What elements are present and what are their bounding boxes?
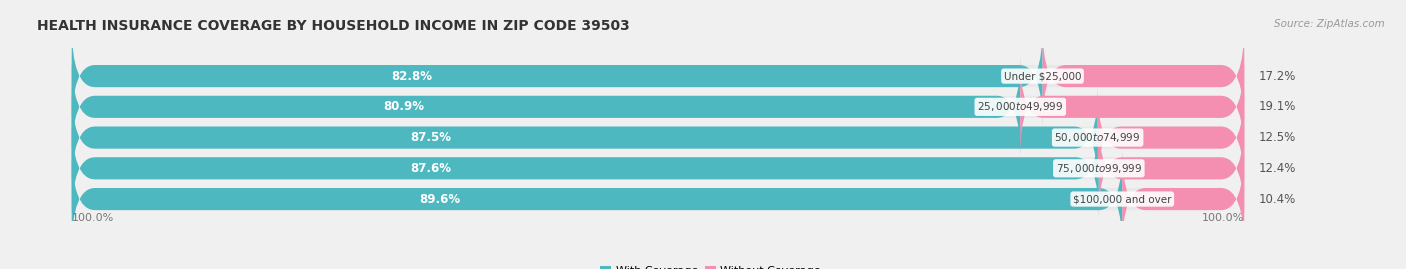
FancyBboxPatch shape: [72, 26, 1244, 126]
FancyBboxPatch shape: [1042, 26, 1244, 126]
FancyBboxPatch shape: [72, 56, 1021, 157]
Text: 100.0%: 100.0%: [72, 213, 114, 223]
Legend: With Coverage, Without Coverage: With Coverage, Without Coverage: [596, 261, 825, 269]
FancyBboxPatch shape: [1098, 87, 1244, 188]
Text: 89.6%: 89.6%: [419, 193, 460, 206]
Text: 12.5%: 12.5%: [1258, 131, 1295, 144]
Text: $75,000 to $99,999: $75,000 to $99,999: [1056, 162, 1142, 175]
FancyBboxPatch shape: [72, 149, 1122, 249]
Text: Under $25,000: Under $25,000: [1004, 71, 1081, 81]
Text: $25,000 to $49,999: $25,000 to $49,999: [977, 100, 1063, 113]
FancyBboxPatch shape: [72, 26, 1042, 126]
Text: HEALTH INSURANCE COVERAGE BY HOUSEHOLD INCOME IN ZIP CODE 39503: HEALTH INSURANCE COVERAGE BY HOUSEHOLD I…: [37, 19, 630, 33]
FancyBboxPatch shape: [1122, 149, 1244, 249]
FancyBboxPatch shape: [72, 87, 1244, 188]
Text: 12.4%: 12.4%: [1258, 162, 1296, 175]
Text: 100.0%: 100.0%: [1202, 213, 1244, 223]
Text: 19.1%: 19.1%: [1258, 100, 1296, 113]
Text: 10.4%: 10.4%: [1258, 193, 1295, 206]
FancyBboxPatch shape: [72, 118, 1244, 219]
Text: Source: ZipAtlas.com: Source: ZipAtlas.com: [1274, 19, 1385, 29]
Text: 87.5%: 87.5%: [411, 131, 451, 144]
FancyBboxPatch shape: [1021, 56, 1244, 157]
FancyBboxPatch shape: [72, 149, 1244, 249]
FancyBboxPatch shape: [72, 56, 1244, 157]
FancyBboxPatch shape: [72, 118, 1099, 219]
Text: 80.9%: 80.9%: [384, 100, 425, 113]
FancyBboxPatch shape: [1099, 118, 1244, 219]
Text: $100,000 and over: $100,000 and over: [1073, 194, 1171, 204]
Text: 17.2%: 17.2%: [1258, 70, 1296, 83]
Text: 82.8%: 82.8%: [391, 70, 432, 83]
Text: 87.6%: 87.6%: [411, 162, 451, 175]
FancyBboxPatch shape: [72, 87, 1098, 188]
Text: $50,000 to $74,999: $50,000 to $74,999: [1054, 131, 1140, 144]
